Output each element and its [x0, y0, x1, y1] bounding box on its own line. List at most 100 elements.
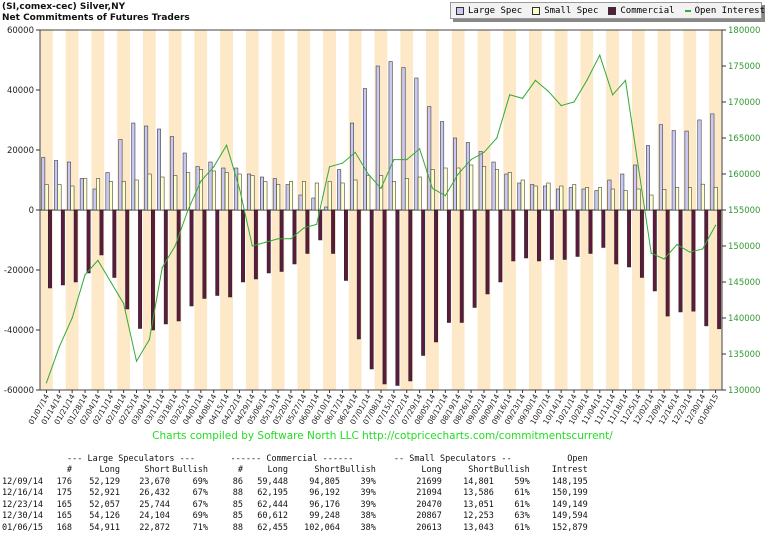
table-cell: 60,612	[257, 511, 288, 522]
large-spec-bar	[247, 173, 252, 211]
open-interest-point	[251, 245, 253, 247]
column-header: Long	[99, 465, 120, 476]
open-interest-point	[689, 251, 691, 253]
legend-label: Commercial	[620, 5, 675, 16]
open-interest-point	[148, 339, 150, 341]
large-spec-bar	[311, 197, 316, 211]
large-spec-bar	[131, 122, 136, 211]
small-spec-bar	[224, 172, 229, 211]
small-spec-bar	[211, 170, 216, 211]
open-interest-point	[702, 248, 704, 250]
commercial-bar	[691, 209, 696, 312]
large-spec-bar	[594, 190, 599, 211]
commercial-bar	[395, 209, 400, 386]
y-right-tick-label: 175000	[728, 62, 760, 72]
y-right-tick-label: 130000	[728, 386, 760, 396]
column-header: Short	[144, 465, 170, 476]
chart-title: (SI,comex-cec) Silver,NY	[2, 2, 126, 12]
open-interest-point	[380, 187, 382, 189]
table-cell: 85	[232, 499, 243, 510]
small-spec-bar	[662, 189, 667, 211]
small-spec-bar	[173, 175, 178, 211]
commercial-bar	[588, 209, 593, 254]
commercial-bar	[369, 209, 374, 370]
table-cell: 20867	[416, 511, 442, 522]
y-tick-label: -60000	[4, 386, 34, 396]
commercial-bar	[498, 209, 503, 283]
commercial-bar	[717, 209, 722, 330]
legend-label: Large Spec	[468, 5, 523, 16]
y-tick-label: -20000	[4, 266, 34, 276]
y-right-tick-label: 155000	[728, 206, 760, 216]
column-header-row: # Long Short Bullish # Long Short Bullish Long Sh…	[2, 465, 588, 477]
table-cell: 62,444	[257, 499, 288, 510]
group-header-row: --- Large Speculators --- ------ Commerc…	[2, 453, 588, 465]
commercial-bar	[408, 209, 413, 382]
y-tick-label: -40000	[4, 326, 34, 336]
large-spec-bar	[375, 65, 380, 211]
commercial-bar	[446, 209, 451, 323]
open-interest-point	[676, 243, 678, 246]
open-interest-point	[45, 382, 48, 384]
table-cell: 165	[56, 511, 72, 522]
table-cell: 149,594	[551, 511, 588, 522]
open-interest-point	[328, 166, 331, 168]
open-interest-point	[431, 187, 434, 189]
table-cell: 39%	[360, 488, 376, 499]
small-spec-bar	[302, 181, 306, 211]
large-spec-bar	[555, 188, 560, 211]
open-interest-point	[187, 209, 189, 211]
large-spec-bar	[157, 128, 161, 211]
credit-link[interactable]: Charts compiled by Software North LLC ht…	[152, 430, 613, 442]
large-spec-bar	[92, 188, 97, 211]
open-interest-point	[277, 238, 279, 240]
open-interest-point	[174, 245, 176, 247]
table-cell: 150,199	[551, 488, 588, 499]
small-spec-bar	[289, 181, 294, 211]
commercial-bar	[344, 209, 348, 281]
table-cell: 39%	[360, 499, 376, 510]
y-tick-label: 40000	[7, 86, 34, 96]
commercial-bar	[48, 209, 52, 289]
open-interest-line-icon	[684, 9, 691, 12]
table-cell: 62,455	[257, 522, 288, 533]
small-spec-bar	[147, 173, 152, 211]
open-interest-point	[264, 241, 266, 243]
column-header: Bullish	[172, 465, 208, 476]
y-right-tick-label: 140000	[728, 314, 760, 324]
large-spec-bar	[337, 169, 342, 211]
column-header: Long	[267, 465, 288, 476]
table-cell: 13,586	[463, 488, 494, 499]
table-cell: 13,043	[463, 522, 494, 533]
header-open: Open	[567, 453, 588, 464]
open-interest-point	[637, 166, 639, 168]
table-cell: 69%	[192, 476, 208, 487]
table-cell: 102,064	[304, 522, 340, 533]
small-spec-bar	[713, 187, 718, 211]
open-interest-point	[110, 281, 112, 283]
y-right-tick-label: 180000	[728, 26, 760, 36]
commercial-bar	[511, 209, 516, 262]
open-interest-point	[650, 252, 652, 254]
large-spec-bar	[260, 176, 264, 211]
table-row: 12/16/14 175 52,921 26,432 67% 88 62,195 96,192…	[2, 488, 588, 500]
small-spec-bar	[108, 181, 113, 211]
table-cell: 67%	[192, 488, 208, 499]
y-right-tick-label: 150000	[728, 242, 760, 252]
large-spec-bar	[285, 184, 290, 211]
commercial-bar	[202, 209, 207, 299]
chart-subtitle: Net Commitments of Futures Traders	[2, 13, 190, 23]
table-row: 01/06/15 168 54,911 22,872 71% 88 62,455 102,06…	[2, 522, 588, 534]
table-cell: 71%	[192, 522, 208, 533]
large-spec-bar	[66, 161, 71, 211]
legend-small-spec: Small Spec	[532, 6, 598, 16]
small-spec-bar	[276, 184, 281, 211]
table-cell: 61%	[514, 499, 530, 510]
table-cell: 67%	[192, 499, 208, 510]
commercial-bar	[228, 209, 233, 298]
open-interest-point	[663, 258, 665, 260]
large-spec-bar	[272, 178, 277, 211]
table-cell: 38%	[360, 522, 376, 533]
large-spec-bar	[79, 178, 84, 211]
open-interest-point	[599, 54, 601, 56]
